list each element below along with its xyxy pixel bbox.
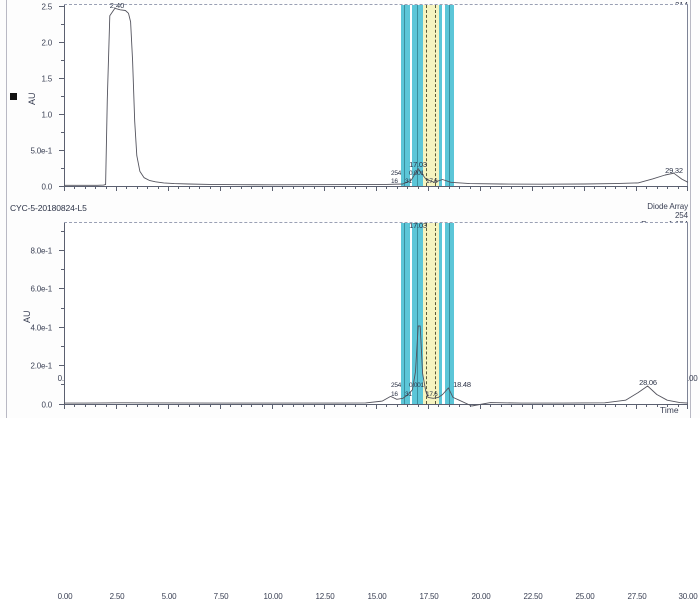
y-minor-bottom-b xyxy=(61,346,64,347)
chromatogram-panel-bottom: AU 0.0 2.0e-1 4.0e-1 6.0e-1 8.0e-1 xyxy=(0,218,700,601)
integration-line-1-bottom xyxy=(404,223,405,404)
x-axis-title: Time xyxy=(660,405,679,415)
integration-line-2-bottom xyxy=(417,223,418,404)
peak-label-top-sub3: 16 xyxy=(391,178,398,185)
y-tick-bottom-4: 8.0e-1 xyxy=(31,247,64,256)
y-minor-top-a xyxy=(61,168,64,169)
y-tick-label-bottom-0: 0.0 xyxy=(41,400,52,410)
y-tick-label-bottom-2: 4.0e-1 xyxy=(30,323,53,333)
peak-label-bottom-main: 17.03 xyxy=(409,221,427,230)
sample-label: CYC-5-20180824-L5 xyxy=(10,203,87,213)
y-axis-line-top xyxy=(64,5,65,187)
y-tick-bottom-1: 2.0e-1 xyxy=(31,362,64,371)
peak-label-bottom-late: 28.06 xyxy=(639,378,657,387)
x-tick-label-bottom-8: 20.00 xyxy=(471,592,491,601)
y-tick-top-5: 2.5 xyxy=(41,3,64,12)
y-tick-label-top-5: 2.5 xyxy=(41,2,52,12)
y-tick-label-top-2: 1.0 xyxy=(41,110,52,120)
integration-line-dash-2-bottom xyxy=(435,223,436,404)
integration-band-cyan-3-bottom xyxy=(438,223,443,404)
y-axis-title-top: AU xyxy=(27,92,37,105)
integration-line-3-bottom xyxy=(449,223,450,404)
y-minor-bottom-c xyxy=(61,308,64,309)
integration-line-dash-1-bottom xyxy=(426,223,427,404)
peak-label-top-clipped: 2.40 xyxy=(109,1,125,10)
x-tick-label-bottom-2: 5.00 xyxy=(161,592,177,601)
wavelength-label: 254 xyxy=(674,211,688,220)
y-minor-top-c xyxy=(61,132,64,133)
y-minor-top-d xyxy=(61,96,64,97)
detector-label: Diode Array xyxy=(647,202,688,211)
integration-line-dash-1-top xyxy=(426,5,427,186)
peak-label-top-sub4: 31 xyxy=(405,178,412,185)
au-axis-marker-top xyxy=(10,93,17,100)
y-tick-label-bottom-1: 2.0e-1 xyxy=(30,361,53,371)
plot-area-bottom: 0.0 2.0e-1 4.0e-1 6.0e-1 8.0e-1 xyxy=(31,221,698,601)
y-tick-bottom-0: 0.0 xyxy=(41,401,64,410)
y-tick-label-top-0: 0.0 xyxy=(41,182,52,192)
peak-label-bottom-sub2: 0.001 xyxy=(409,382,424,389)
x-tick-label-bottom-12: 30.00 xyxy=(678,592,698,601)
y-tick-label-bottom-4: 8.0e-1 xyxy=(30,246,53,256)
peak-label-top-sub1: 254 xyxy=(391,170,401,177)
peak-label-top-sub2: 0.001 xyxy=(409,170,424,177)
x-tick-label-bottom-0: 0.00 xyxy=(57,592,73,601)
x-tick-label-bottom-6: 15.00 xyxy=(367,592,387,601)
x-tick-label-bottom-3: 7.50 xyxy=(213,592,229,601)
x-tick-label-bottom-1: 2.50 xyxy=(109,592,125,601)
y-tick-label-top-4: 2.0 xyxy=(41,38,52,48)
integration-line-3-top xyxy=(449,5,450,186)
y-minor-bottom-a xyxy=(61,384,64,385)
integration-band-cyan-1-top xyxy=(400,5,410,186)
x-tick-label-bottom-10: 25.00 xyxy=(575,592,595,601)
integration-band-yellow-bottom xyxy=(423,223,439,404)
integration-line-dash-2-top xyxy=(435,5,436,186)
y-tick-label-top-1: 5.0e-1 xyxy=(30,146,53,156)
report-frame-right-border xyxy=(690,0,691,418)
integration-band-yellow-top xyxy=(423,5,439,186)
y-tick-top-2: 1.0 xyxy=(41,111,64,120)
y-tick-top-0: 0.0 xyxy=(41,183,64,192)
y-tick-top-3: 1.5 xyxy=(41,75,64,84)
y-tick-label-top-3: 1.5 xyxy=(41,74,52,84)
x-tick-label-bottom-4: 10.00 xyxy=(263,592,283,601)
y-minor-top-e xyxy=(61,60,64,61)
peak-label-top-main: 17.03 xyxy=(409,160,427,169)
y-axis-title-bottom: AU xyxy=(22,310,32,323)
x-tick-label-top-12: 30.00 xyxy=(678,374,698,383)
x-tick-label-bottom-7: 17.50 xyxy=(419,592,439,601)
x-tick-label-bottom-9: 22.50 xyxy=(523,592,543,601)
chromatogram-trace-bottom xyxy=(64,325,689,407)
peak-label-bottom-shoulder: 18.48 xyxy=(453,380,471,389)
report-frame-left-border xyxy=(6,0,7,418)
x-tick-label-bottom-11: 27.50 xyxy=(627,592,647,601)
y-minor-bottom-e xyxy=(61,231,64,232)
chromatogram-panel-top: 214 Range: 2.515 AU 0.0 5.0e-1 1.0 1.5 2… xyxy=(0,0,700,383)
y-minor-top-f xyxy=(61,24,64,25)
integration-line-1-top xyxy=(404,5,405,186)
y-tick-bottom-3: 6.0e-1 xyxy=(31,285,64,294)
x-tick-label-bottom-5: 12.50 xyxy=(315,592,335,601)
y-tick-label-bottom-3: 6.0e-1 xyxy=(30,284,53,294)
plot-area-top: 0.0 5.0e-1 1.0 1.5 2.0 2.5 xyxy=(31,1,698,383)
peak-label-bottom-sub5: 17.6 xyxy=(426,391,438,398)
peak-label-bottom-sub4: 31 xyxy=(405,391,412,398)
chromatogram-trace-top xyxy=(64,7,689,186)
y-tick-top-1: 5.0e-1 xyxy=(31,147,64,156)
peak-label-bottom-sub3: 16 xyxy=(391,391,398,398)
y-tick-bottom-2: 4.0e-1 xyxy=(31,324,64,333)
y-tick-top-4: 2.0 xyxy=(41,39,64,48)
y-minor-bottom-d xyxy=(61,269,64,270)
integration-line-2-top xyxy=(417,5,418,186)
integration-band-cyan-1-bottom xyxy=(400,223,410,404)
integration-band-cyan-3-top xyxy=(438,5,443,186)
peak-label-top-sub5: 17.6 xyxy=(426,178,438,185)
y-axis-line-bottom xyxy=(64,223,65,405)
peak-label-top-late: 29.32 xyxy=(665,166,683,175)
peak-label-bottom-sub1: 254 xyxy=(391,382,401,389)
